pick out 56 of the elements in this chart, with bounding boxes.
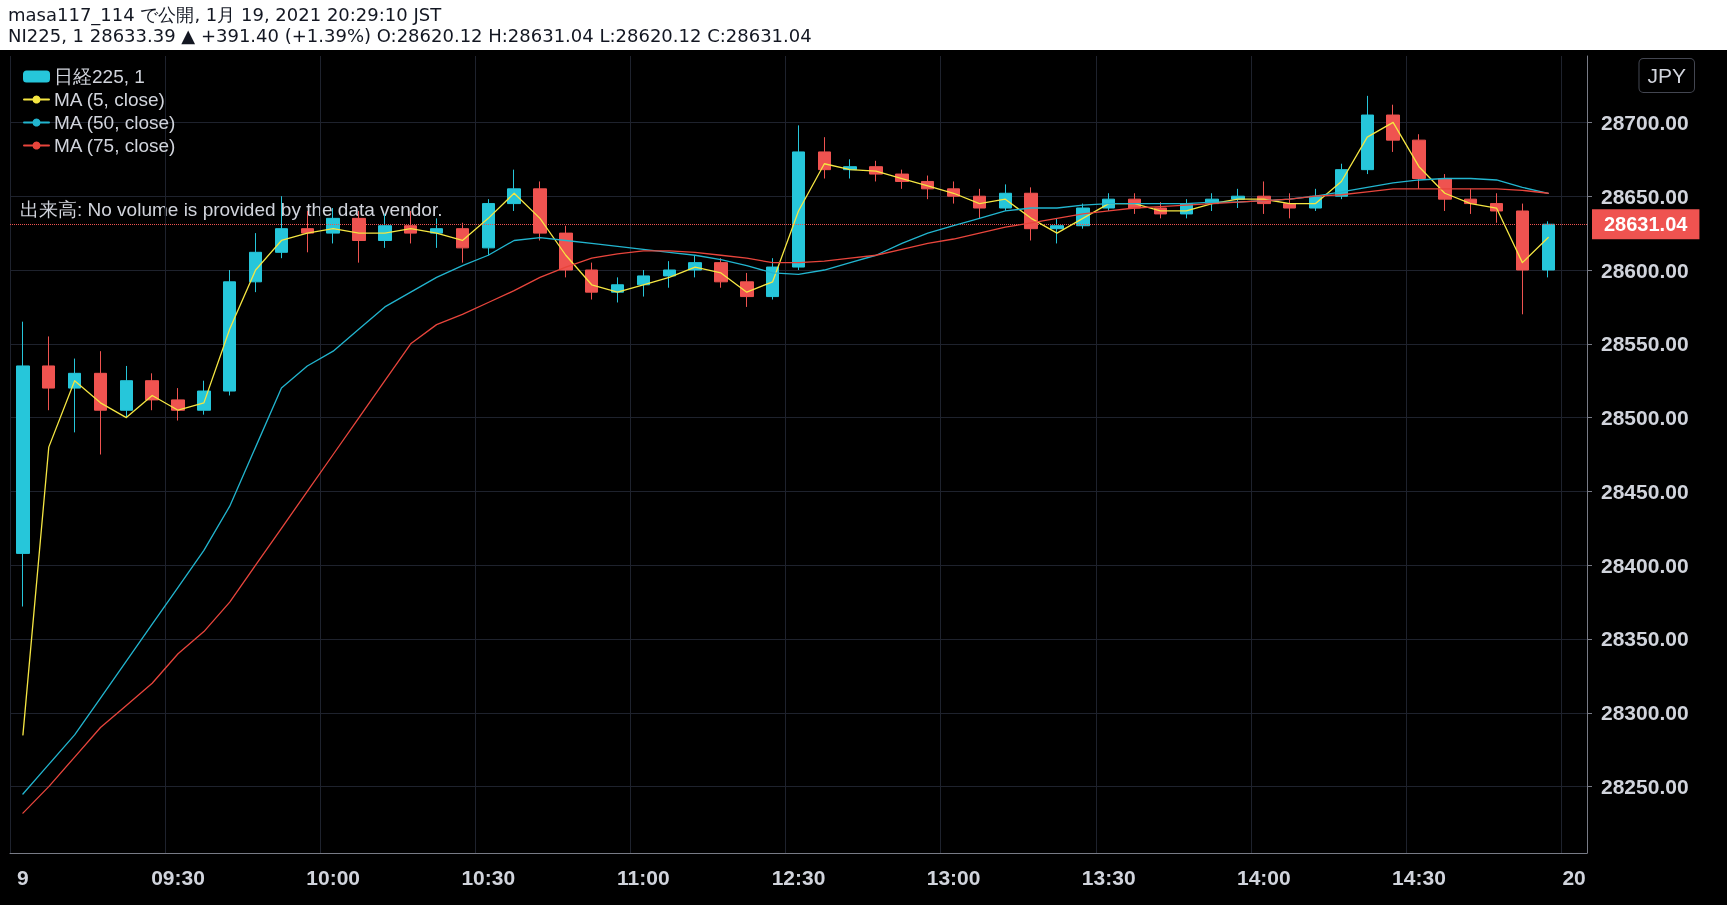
x-tick-label: 12:30 [771, 866, 826, 889]
legend-label: MA (50, close) [54, 112, 176, 133]
candlestick [120, 365, 133, 419]
candlestick [585, 262, 598, 301]
candlestick [42, 335, 55, 411]
x-tick-label: 13:00 [926, 866, 981, 889]
candlestick [1412, 133, 1426, 190]
candlestick [1386, 104, 1400, 153]
candlestick [430, 217, 443, 249]
y-tick-label: 28400.00 [1601, 553, 1689, 577]
legend-label: MA (75, close) [54, 135, 176, 156]
candlestick [1231, 188, 1245, 209]
y-tick-label: 28300.00 [1601, 701, 1689, 725]
x-tick-label: 14:30 [1392, 866, 1446, 889]
candlestick [16, 321, 30, 608]
x-tick-label: 11:00 [617, 866, 670, 889]
x-tick-label: 9 [17, 866, 29, 889]
candlestick [1361, 95, 1374, 175]
candlestick [792, 124, 805, 271]
y-tick-label: 28700.00 [1601, 110, 1689, 134]
ref-line-label: 28631.04 [1604, 213, 1689, 236]
candlestick [714, 257, 728, 289]
candlestick [818, 136, 831, 179]
candlestick [637, 269, 650, 298]
text: JPY [1647, 64, 1686, 87]
y-tick-label: 28650.00 [1601, 184, 1689, 208]
candlestick [999, 183, 1012, 212]
y-tick-label: 28550.00 [1601, 332, 1689, 356]
candlestick [94, 350, 107, 455]
candlestick [249, 232, 262, 293]
candlestick [1050, 217, 1064, 244]
x-tick-label: 09:30 [151, 866, 205, 889]
candlestick [973, 188, 986, 219]
legend-label: 日経225, 1 [54, 66, 145, 87]
candlestick [663, 260, 676, 289]
x-tick-label: 20 [1562, 866, 1586, 889]
legend-label: MA (5, close) [54, 89, 165, 110]
candlestick [68, 358, 81, 433]
x-tick-label: 14:00 [1236, 866, 1291, 889]
y-tick-label: 28450.00 [1601, 479, 1689, 503]
y-tick-label: 28500.00 [1601, 406, 1689, 430]
candlestick [482, 198, 495, 256]
y-tick-label: 28600.00 [1601, 258, 1689, 282]
candlestick [507, 169, 521, 212]
chart-title: masa117_114 で公開, 1月 19, 2021 20:29:10 JST [8, 4, 443, 25]
x-tick-label: 10:00 [306, 866, 361, 889]
candlestick [740, 272, 754, 308]
chart-subtitle: NI225, 1 28633.39 ▲ +391.40 (+1.39%) O:28620.12 H:28631.04 L:28620.12 C:28631.04 [8, 25, 813, 46]
x-tick-label: 10:30 [461, 866, 516, 889]
candlestick [1283, 192, 1296, 219]
y-tick-label: 28350.00 [1601, 627, 1689, 651]
candlestick [1542, 220, 1555, 278]
candlestick [145, 372, 159, 411]
candlestick [223, 269, 236, 396]
y-tick-label: 28250.00 [1601, 775, 1689, 799]
x-tick-label: 13:30 [1081, 866, 1136, 889]
